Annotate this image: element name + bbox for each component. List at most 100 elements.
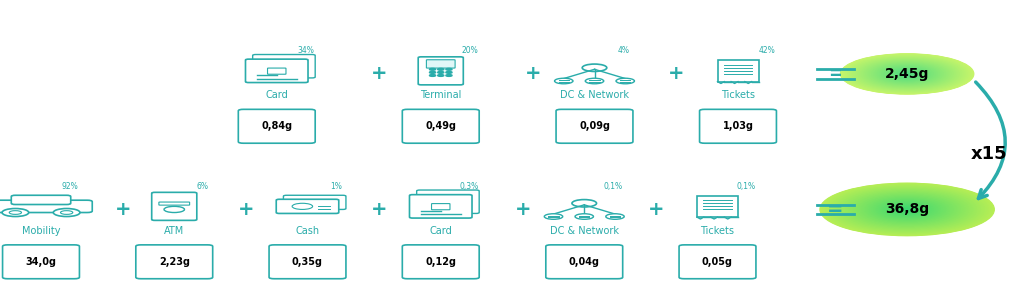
- Text: Tickets: Tickets: [721, 91, 755, 100]
- Circle shape: [825, 185, 989, 234]
- Circle shape: [575, 214, 593, 219]
- Circle shape: [876, 65, 938, 83]
- Circle shape: [847, 191, 969, 228]
- Circle shape: [889, 68, 926, 79]
- Circle shape: [883, 67, 932, 81]
- Circle shape: [890, 69, 925, 79]
- FancyBboxPatch shape: [135, 245, 213, 279]
- Circle shape: [863, 61, 951, 87]
- FancyBboxPatch shape: [426, 60, 455, 68]
- Circle shape: [446, 75, 452, 76]
- Circle shape: [861, 196, 953, 223]
- Circle shape: [869, 63, 945, 85]
- Text: 0,05g: 0,05g: [702, 257, 733, 267]
- Circle shape: [572, 200, 597, 207]
- Circle shape: [891, 69, 924, 79]
- FancyBboxPatch shape: [556, 109, 632, 143]
- Text: 4%: 4%: [617, 46, 629, 55]
- FancyBboxPatch shape: [402, 245, 479, 279]
- Circle shape: [848, 192, 967, 227]
- Circle shape: [446, 71, 452, 73]
- Circle shape: [839, 189, 975, 230]
- FancyBboxPatch shape: [418, 57, 463, 85]
- Circle shape: [865, 61, 949, 87]
- Circle shape: [862, 196, 952, 223]
- Text: Tickets: Tickets: [700, 226, 735, 236]
- Circle shape: [438, 68, 444, 70]
- Text: 0,09g: 0,09g: [579, 121, 610, 131]
- Circle shape: [60, 211, 73, 214]
- Text: 0,1%: 0,1%: [604, 182, 622, 191]
- Circle shape: [887, 203, 928, 216]
- Circle shape: [901, 208, 913, 211]
- Text: 20%: 20%: [461, 46, 478, 55]
- Circle shape: [872, 199, 942, 220]
- Circle shape: [887, 203, 928, 216]
- Circle shape: [898, 71, 916, 77]
- Circle shape: [901, 72, 913, 76]
- Text: 2,23g: 2,23g: [159, 257, 190, 267]
- Circle shape: [899, 207, 915, 212]
- Circle shape: [878, 201, 936, 218]
- Circle shape: [847, 56, 968, 92]
- Circle shape: [848, 56, 967, 92]
- Circle shape: [868, 198, 946, 221]
- Text: +: +: [115, 200, 131, 219]
- Circle shape: [869, 198, 945, 221]
- Circle shape: [849, 56, 966, 91]
- Circle shape: [877, 65, 937, 83]
- Circle shape: [869, 198, 945, 221]
- Circle shape: [827, 185, 987, 233]
- Circle shape: [875, 64, 939, 83]
- Circle shape: [890, 204, 925, 215]
- Text: +: +: [515, 200, 531, 219]
- Circle shape: [889, 68, 926, 79]
- Circle shape: [830, 186, 984, 233]
- Text: =: =: [829, 64, 842, 83]
- Circle shape: [893, 70, 921, 78]
- Circle shape: [871, 199, 943, 220]
- Circle shape: [896, 71, 918, 77]
- Circle shape: [860, 195, 954, 224]
- Text: 0,35g: 0,35g: [292, 257, 323, 267]
- Circle shape: [851, 192, 964, 226]
- Circle shape: [853, 193, 961, 226]
- Circle shape: [873, 64, 941, 84]
- Circle shape: [857, 59, 957, 89]
- Circle shape: [897, 71, 917, 77]
- Circle shape: [903, 73, 911, 75]
- Text: +: +: [371, 200, 387, 219]
- Circle shape: [828, 186, 986, 233]
- Circle shape: [900, 207, 914, 212]
- Circle shape: [2, 209, 29, 217]
- Circle shape: [834, 188, 980, 231]
- Circle shape: [824, 184, 990, 234]
- Circle shape: [897, 71, 917, 77]
- FancyBboxPatch shape: [238, 109, 316, 143]
- Circle shape: [905, 73, 909, 75]
- Circle shape: [864, 61, 950, 87]
- FancyBboxPatch shape: [276, 199, 338, 213]
- Text: 42%: 42%: [758, 46, 775, 55]
- Circle shape: [882, 66, 933, 82]
- Circle shape: [585, 78, 604, 84]
- Circle shape: [866, 62, 948, 86]
- Circle shape: [53, 209, 80, 217]
- Circle shape: [867, 197, 947, 221]
- Circle shape: [895, 206, 919, 213]
- Circle shape: [884, 67, 931, 81]
- FancyBboxPatch shape: [2, 245, 80, 279]
- Circle shape: [885, 203, 930, 216]
- Circle shape: [849, 192, 966, 227]
- Text: +: +: [648, 200, 664, 219]
- Circle shape: [897, 206, 917, 213]
- Text: DC & Network: DC & Network: [560, 91, 629, 100]
- Circle shape: [879, 66, 935, 82]
- Circle shape: [853, 58, 961, 90]
- Circle shape: [616, 78, 634, 84]
- Circle shape: [875, 200, 939, 219]
- Circle shape: [854, 193, 960, 225]
- Circle shape: [880, 202, 934, 217]
- Circle shape: [886, 203, 929, 216]
- Circle shape: [833, 187, 981, 232]
